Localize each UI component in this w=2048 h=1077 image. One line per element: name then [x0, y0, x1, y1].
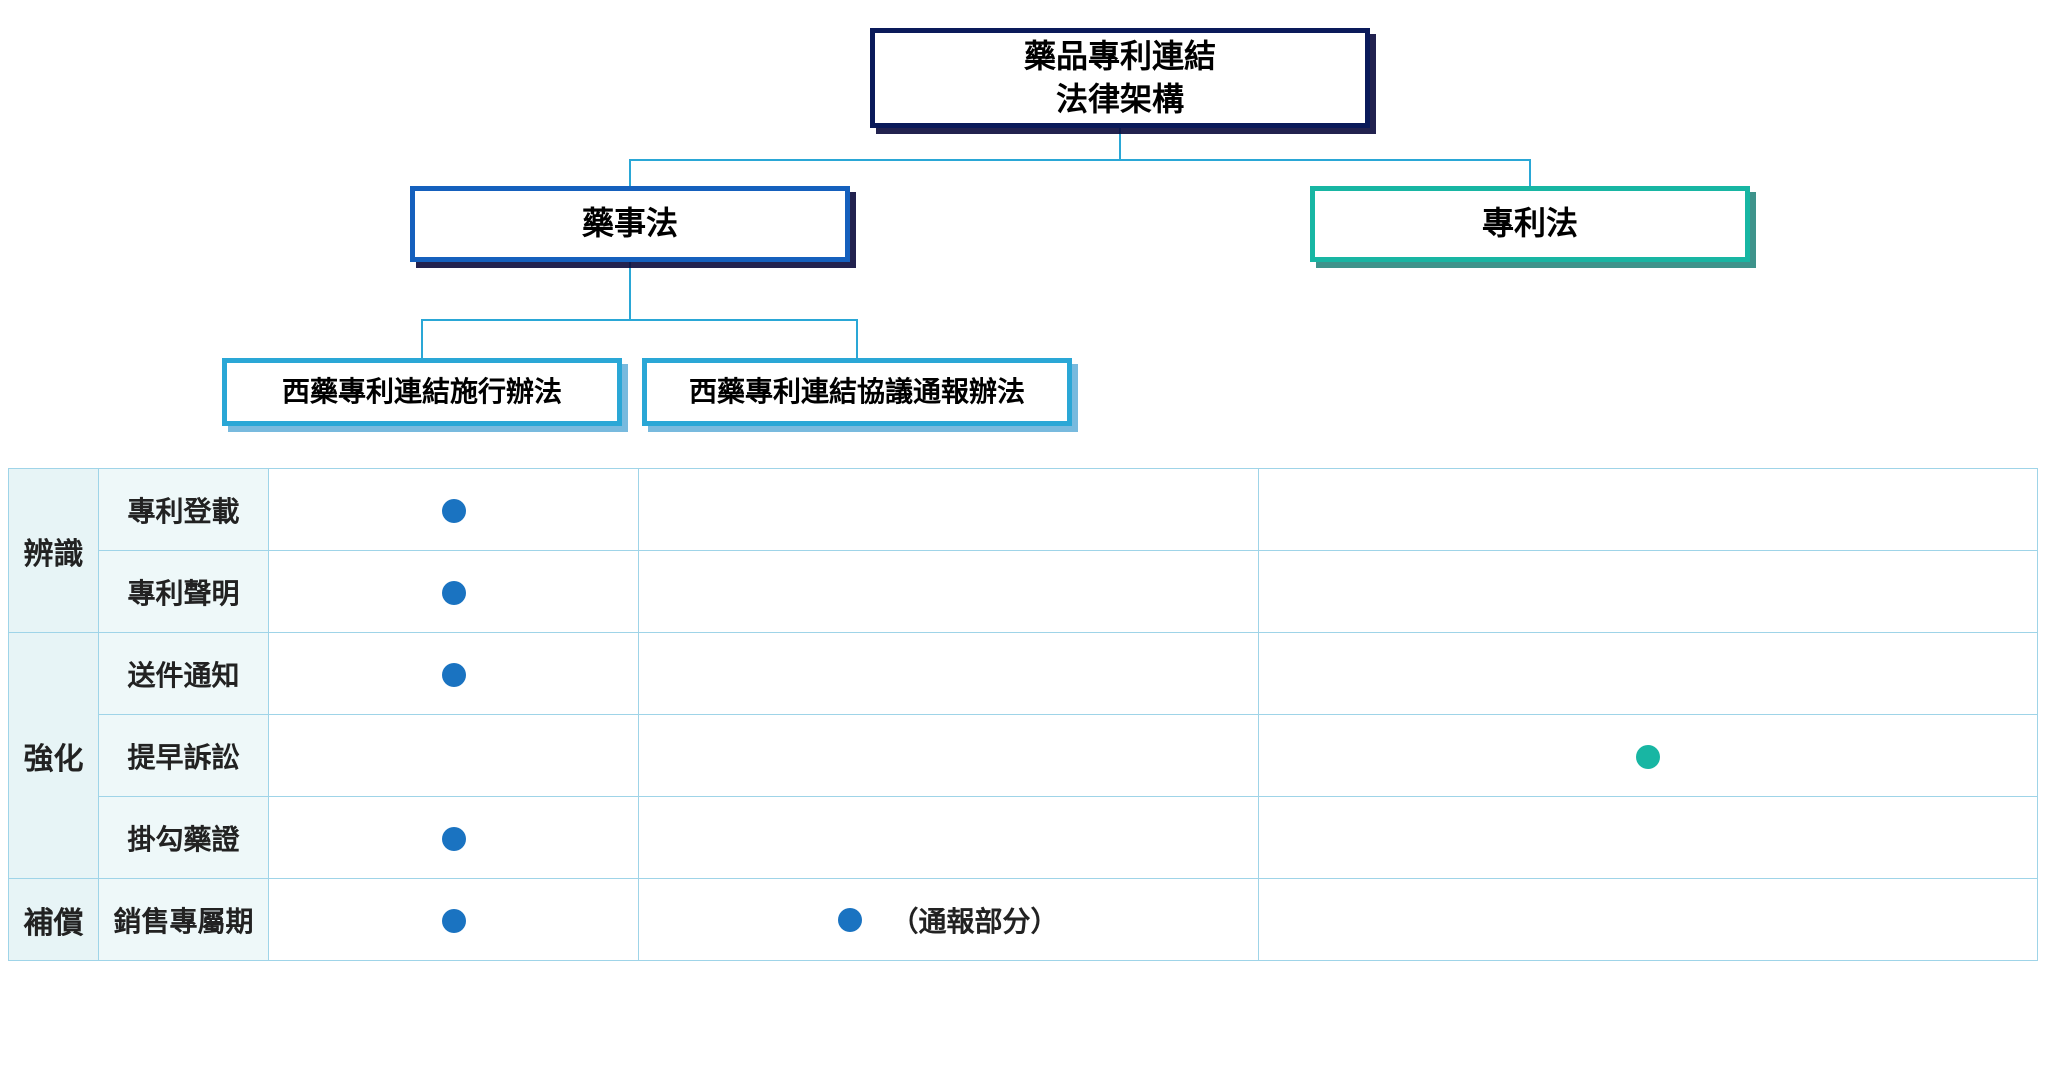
coverage-annotation: （通報部分）: [890, 900, 1058, 940]
node-root-line1: 藥品專利連結: [1024, 35, 1216, 78]
node-patent-law: 專利法: [1310, 186, 1750, 262]
dot-icon: [442, 499, 466, 523]
diagram-canvas: 藥品專利連結 法律架構 藥事法 專利法 西藥專利連結施行辦法 西藥專利連結協議通…: [0, 0, 2048, 1077]
dot-icon: [442, 827, 466, 851]
coverage-cell: [1259, 715, 2038, 797]
coverage-table: 辨識專利登載專利聲明強化送件通知提早訴訟掛勾藥證補償銷售專屬期 （通報部分）: [8, 468, 2038, 961]
dot-icon: [442, 663, 466, 687]
category-cell: 辨識: [9, 469, 99, 633]
dot-icon: [442, 909, 466, 933]
node-impl-rules: 西藥專利連結施行辦法: [222, 358, 622, 426]
category-cell: 補償: [9, 879, 99, 961]
table-row: 辨識專利登載: [9, 469, 2038, 551]
category-cell: 強化: [9, 633, 99, 879]
node-root: 藥品專利連結 法律架構: [870, 28, 1370, 128]
subcategory-cell: 專利登載: [99, 469, 269, 551]
coverage-cell: [639, 469, 1259, 551]
table-row: 掛勾藥證: [9, 797, 2038, 879]
subcategory-cell: 銷售專屬期: [99, 879, 269, 961]
coverage-cell: [1259, 633, 2038, 715]
node-patent-law-label: 專利法: [1482, 202, 1578, 245]
subcategory-cell: 掛勾藥證: [99, 797, 269, 879]
subcategory-cell: 專利聲明: [99, 551, 269, 633]
coverage-cell: [269, 715, 639, 797]
subcategory-cell: 提早訴訟: [99, 715, 269, 797]
coverage-cell: [639, 551, 1259, 633]
coverage-cell: [269, 879, 639, 961]
table-row: 補償銷售專屬期 （通報部分）: [9, 879, 2038, 961]
coverage-cell: [1259, 551, 2038, 633]
table-row: 專利聲明: [9, 551, 2038, 633]
node-notif-rules-label: 西藥專利連結協議通報辦法: [689, 373, 1025, 411]
coverage-cell: [1259, 879, 2038, 961]
coverage-cell: [269, 469, 639, 551]
dot-icon: [442, 581, 466, 605]
node-root-line2: 法律架構: [1024, 78, 1216, 121]
coverage-cell: [1259, 797, 2038, 879]
subcategory-cell: 送件通知: [99, 633, 269, 715]
node-impl-rules-label: 西藥專利連結施行辦法: [282, 373, 562, 411]
node-pharma-law: 藥事法: [410, 186, 850, 262]
coverage-cell: [639, 633, 1259, 715]
node-notif-rules: 西藥專利連結協議通報辦法: [642, 358, 1072, 426]
coverage-cell: [639, 715, 1259, 797]
node-pharma-law-label: 藥事法: [582, 202, 678, 245]
coverage-cell: [639, 797, 1259, 879]
coverage-cell: [269, 633, 639, 715]
coverage-cell: [1259, 469, 2038, 551]
dot-icon: [1636, 745, 1660, 769]
table-row: 強化送件通知: [9, 633, 2038, 715]
coverage-cell: （通報部分）: [639, 879, 1259, 961]
coverage-cell: [269, 797, 639, 879]
dot-icon: [838, 908, 862, 932]
coverage-cell: [269, 551, 639, 633]
table-row: 提早訴訟: [9, 715, 2038, 797]
